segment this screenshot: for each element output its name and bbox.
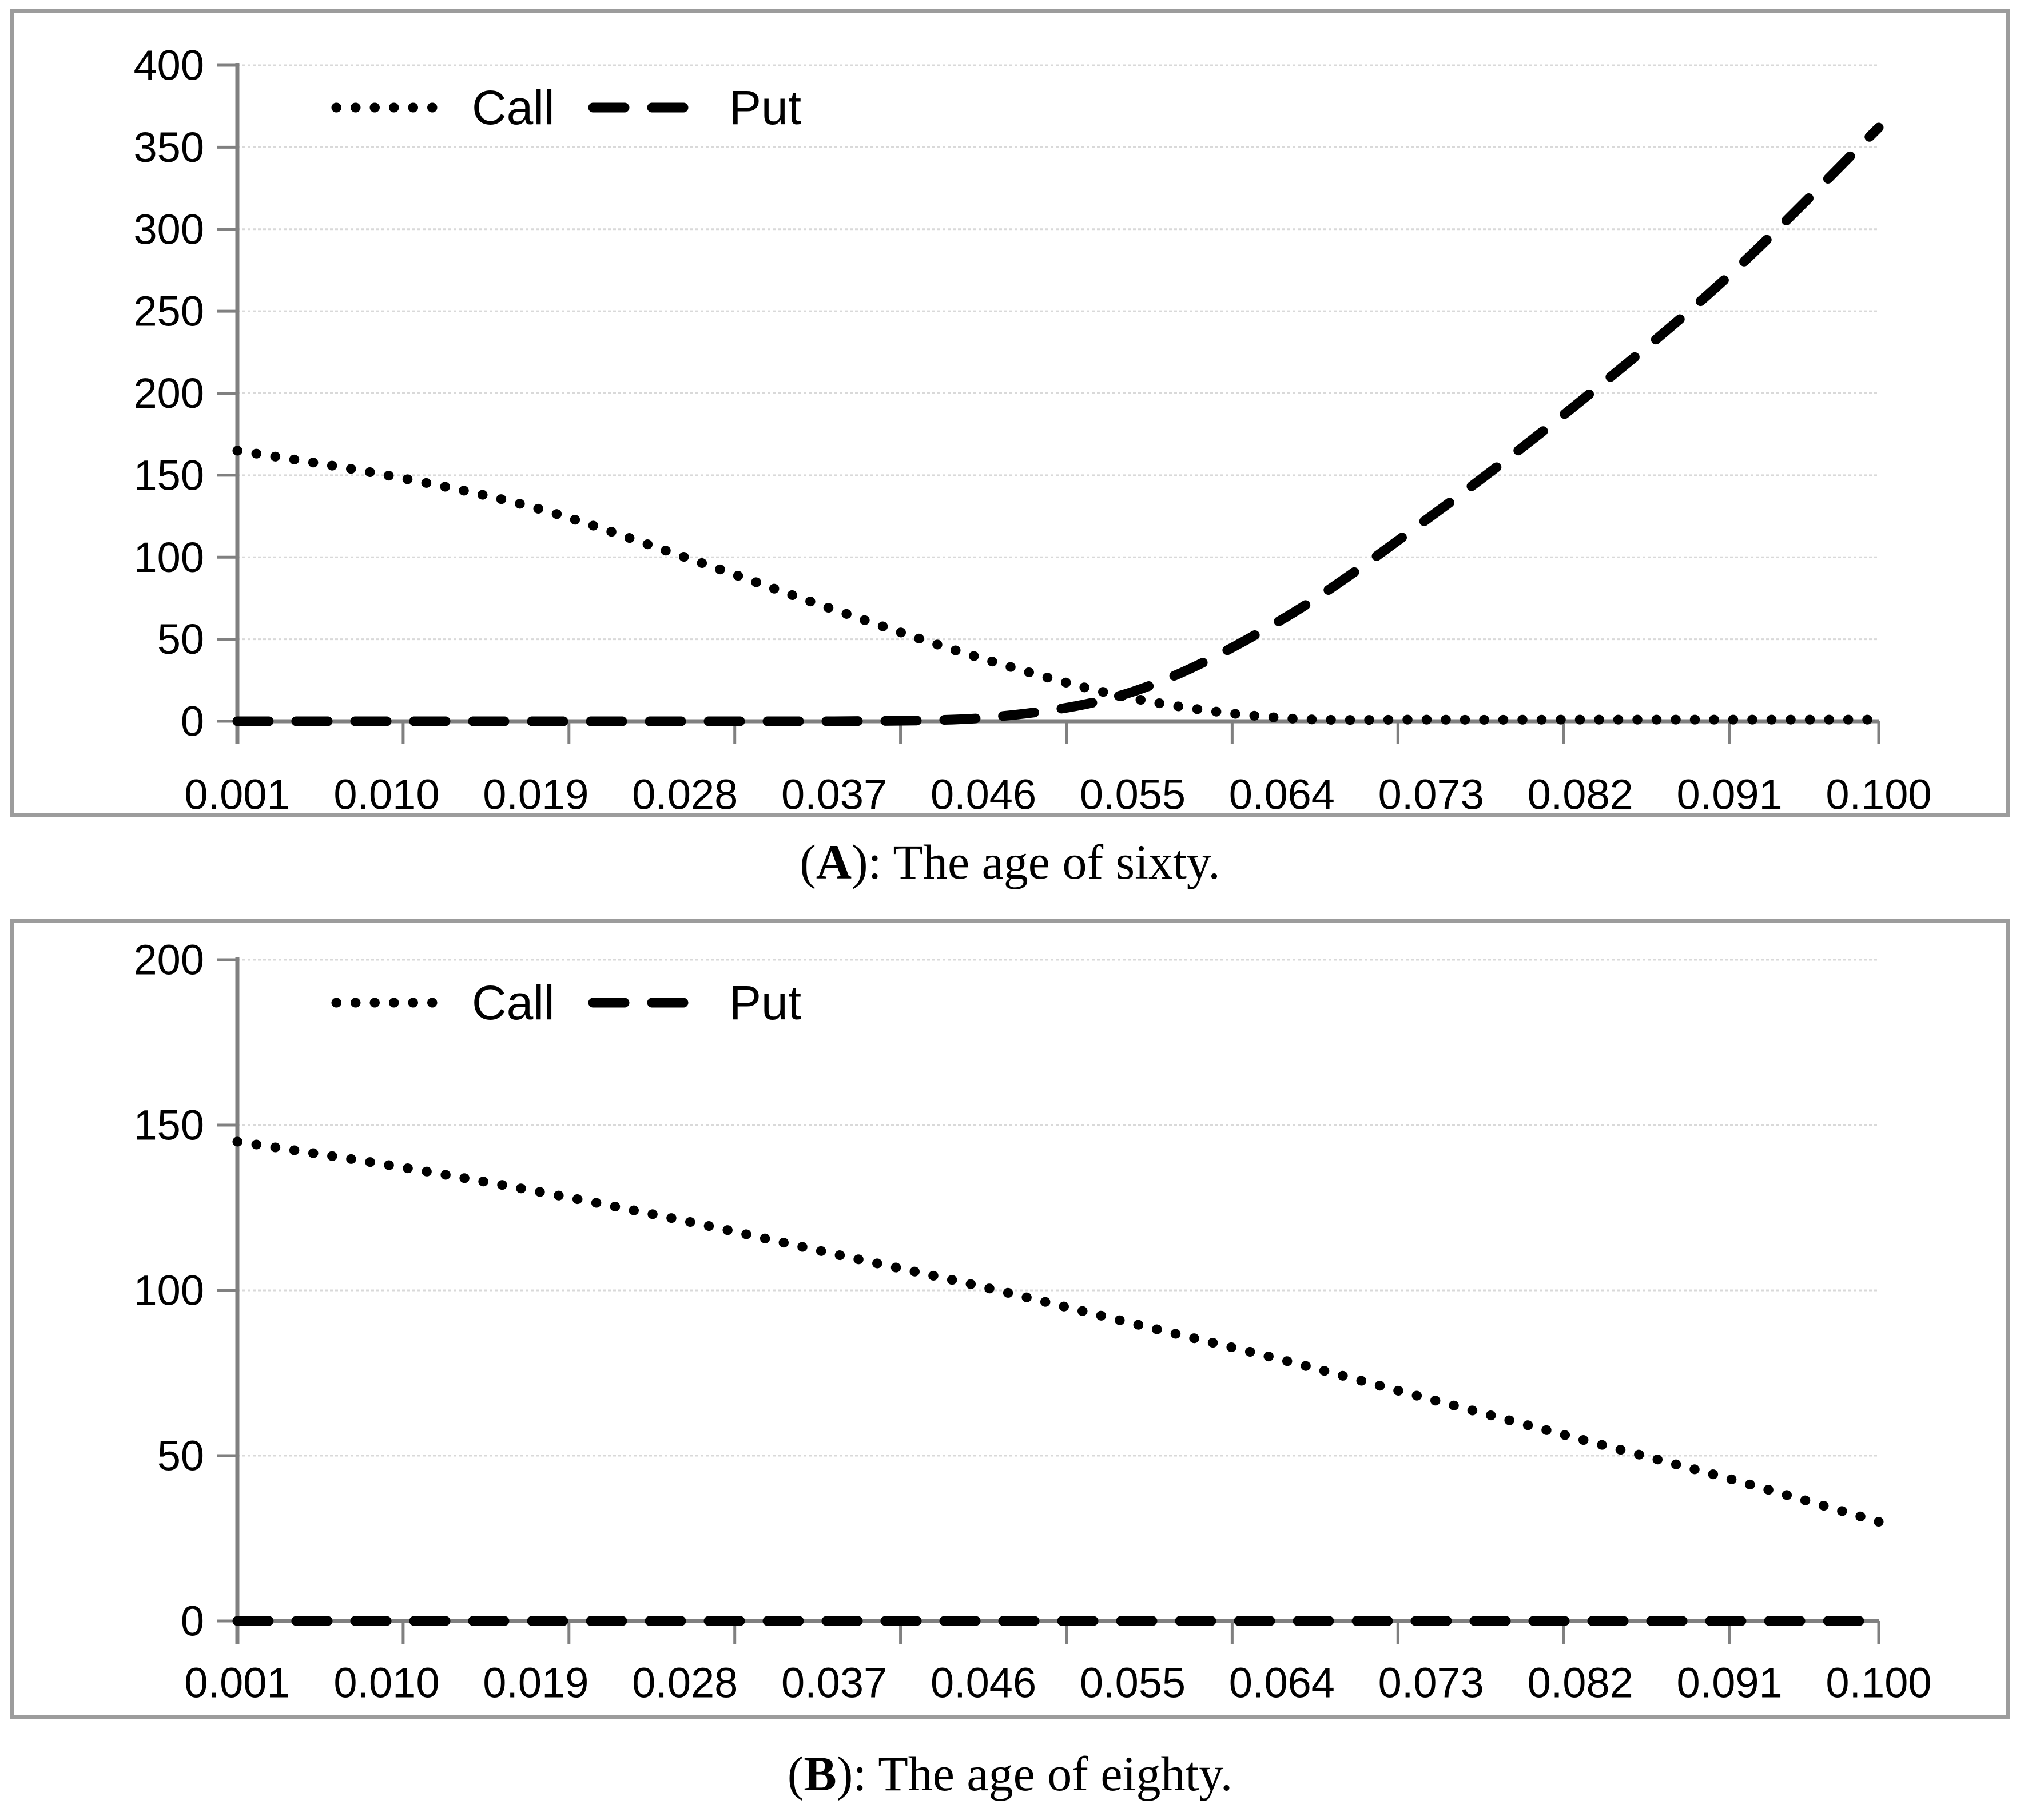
caption-b-text: ): The age of eighty. [836,1746,1233,1801]
x-tick-label-0.019: 0.019 [483,771,588,813]
x-tick-label-0.091: 0.091 [1676,1659,1782,1707]
caption-b-letter: B [804,1746,837,1801]
x-tick-label-0.010: 0.010 [333,771,439,813]
y-tick-label-50: 50 [157,615,204,663]
x-tick-label-0.082: 0.082 [1528,1659,1633,1707]
chart-panel-age-eighty: 0 50 100 150 200 0.001 0.010 0.019 0.028 0.037 0.0… [10,919,2010,1719]
caption-age-sixty: (A): The age of sixty. [0,830,2020,893]
y-tick-label-250: 250 [134,288,204,335]
y-tick-label-200: 200 [134,369,204,417]
x-tick-label-0.073: 0.073 [1378,1659,1484,1707]
put-series-line [232,122,1884,726]
y-tick-label-300: 300 [134,205,204,253]
y-tick-label-350: 350 [134,124,204,171]
chart-panel-age-sixty: 0 50 100 150 200 250 300 350 400 0.001 0.010 0.019 0… [10,9,2010,817]
y-tick-label-150: 150 [134,451,204,499]
x-tick-label-0.019: 0.019 [483,1659,588,1707]
y-tick-label-200: 200 [134,936,204,984]
x-tick-label-0.037: 0.037 [781,1659,887,1707]
caption-b-open: ( [787,1746,804,1801]
x-tick-label-0.100: 0.100 [1826,771,1931,813]
x-tick-label-0.055: 0.055 [1080,771,1186,813]
legend-put-label: Put [729,976,801,1030]
y-tick-label-100: 100 [134,534,204,581]
caption-a-text: ): The age of sixty. [851,835,1220,889]
legend-put-label: Put [729,81,801,134]
x-tick-label-0.001: 0.001 [184,1659,290,1707]
y-tick-label-0: 0 [181,698,204,745]
y-tick-label-0: 0 [181,1598,204,1645]
call-series-line [232,1136,1884,1527]
x-tick-label-0.073: 0.073 [1378,771,1484,813]
x-tick-label-0.046: 0.046 [931,771,1036,813]
chart-B-canvas: 0 50 100 150 200 0.001 0.010 0.019 0.028 0.037 0.0… [134,936,1932,1707]
x-tick-label-0.082: 0.082 [1528,771,1633,813]
caption-a-letter: A [816,835,852,889]
call-series-line [232,446,1884,725]
x-tick-label-0.028: 0.028 [632,1659,738,1707]
x-tick-label-0.055: 0.055 [1080,1659,1186,1707]
y-tick-label-150: 150 [134,1102,204,1149]
y-tick-label-50: 50 [157,1432,204,1480]
legend-call-label: Call [472,976,555,1030]
x-tick-label-0.010: 0.010 [333,1659,439,1707]
y-tick-label-100: 100 [134,1267,204,1314]
x-tick-label-0.064: 0.064 [1229,771,1335,813]
caption-age-eighty: (B): The age of eighty. [0,1742,2020,1805]
x-tick-label-0.091: 0.091 [1676,771,1782,813]
caption-a-open: ( [800,835,816,889]
x-tick-label-0.037: 0.037 [781,771,887,813]
x-tick-label-0.064: 0.064 [1229,1659,1335,1707]
x-tick-label-0.100: 0.100 [1826,1659,1931,1707]
x-tick-label-0.001: 0.001 [184,771,290,813]
y-tick-label-400: 400 [134,42,204,89]
x-tick-label-0.046: 0.046 [931,1659,1036,1707]
x-tick-label-0.028: 0.028 [632,771,738,813]
legend-call-label: Call [472,81,555,134]
chart-A-canvas: 0 50 100 150 200 250 300 350 400 0.001 0.010 0.019 0… [134,42,1932,813]
